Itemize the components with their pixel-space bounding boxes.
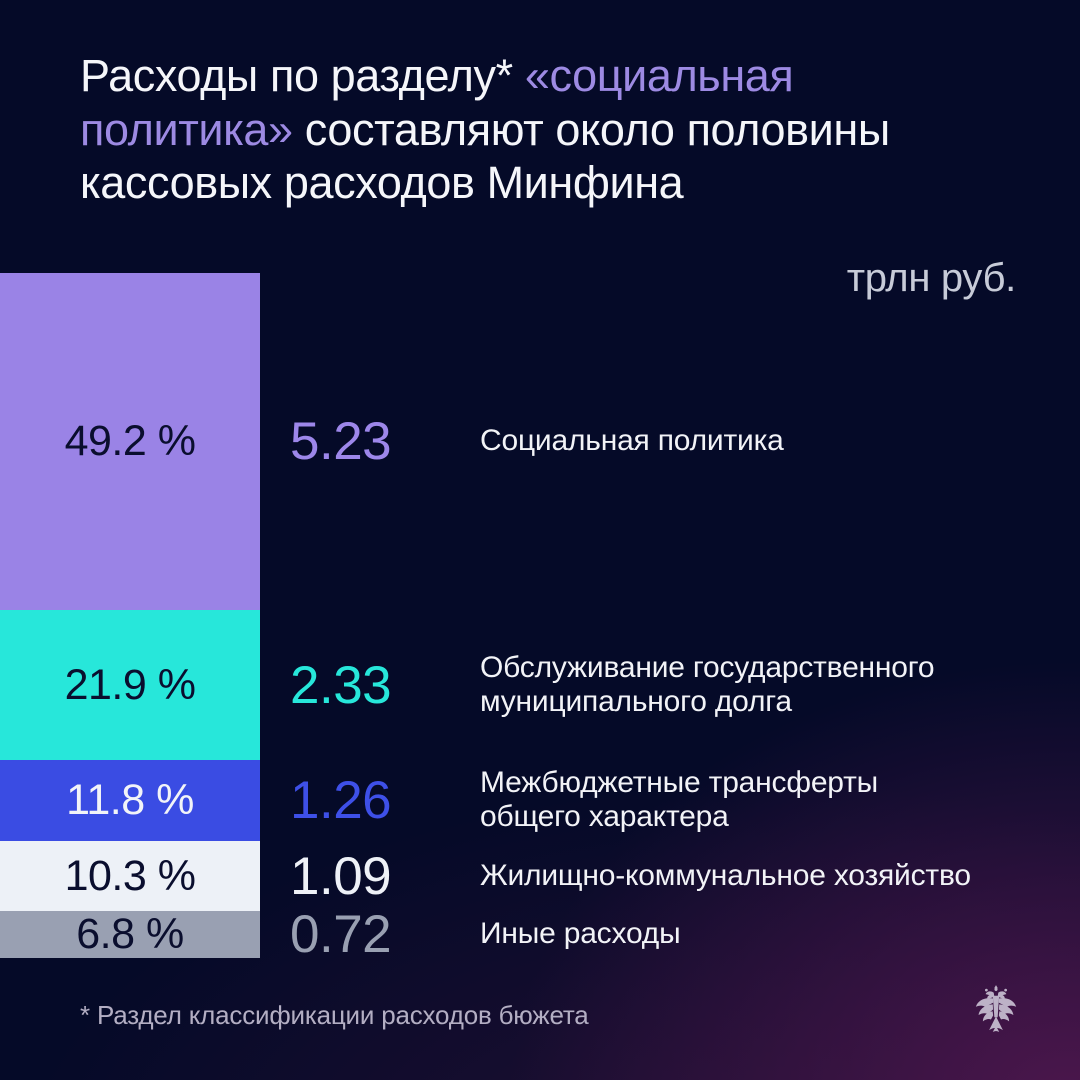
value-label: 2.33 (290, 655, 392, 715)
bar-segment: 11.8 % (0, 760, 260, 841)
category-label: Межбюджетные трансферты общего характера (480, 765, 879, 834)
eagle-tail-icon (989, 1016, 1003, 1031)
title-part1: Расходы по разделу* (80, 50, 525, 101)
percent-label: 11.8 % (66, 775, 194, 824)
bar-segment: 6.8 % (0, 910, 260, 959)
category-label: Обслуживание государственного муниципаль… (480, 650, 935, 719)
chart-row-debt-service: 21.9 % 2.33 Обслуживание государственног… (0, 610, 1080, 761)
value-label: 0.72 (290, 905, 392, 965)
chart-row-other-expenses: 6.8 % 0.72 Иные расходы (0, 905, 1080, 965)
axis-unit-label: трлн руб. (846, 256, 1017, 300)
category-label: Иные расходы (480, 917, 681, 951)
bar-segment: 10.3 % (0, 840, 260, 912)
title-part2: составляют около половины кассовых расхо… (80, 103, 890, 209)
value-label: 1.09 (290, 846, 392, 906)
category-label: Социальная политика (480, 424, 784, 458)
title-accent: «социальная политика» (80, 50, 794, 155)
percent-label: 49.2 % (64, 417, 196, 465)
eagle-right-head-icon (997, 991, 1007, 1000)
bar-segment: 21.9 % (0, 610, 260, 761)
eagle-left-head-icon (985, 991, 995, 1000)
value-label: 1.26 (290, 770, 392, 830)
percent-label: 21.9 % (64, 660, 196, 709)
chart-row-social-policy: 49.2 % 5.23 Социальная политика (0, 273, 1080, 611)
page-title: Расходы по разделу* «социальная политика… (80, 49, 985, 210)
value-label: 5.23 (290, 412, 392, 471)
bar-segment: 49.2 % (0, 273, 260, 611)
chart-row-interbudget-transfers: 11.8 % 1.26 Межбюджетные трансферты обще… (0, 760, 1080, 841)
minfin-eagle-logo (975, 985, 1017, 1032)
percent-label: 6.8 % (76, 910, 184, 959)
eagle-body-icon (992, 995, 1000, 1018)
percent-label: 10.3 % (64, 851, 196, 900)
chart-row-housing-utilities: 10.3 % 1.09 Жилищно-коммунальное хозяйст… (0, 840, 1080, 912)
category-label: Жилищно-коммунальное хозяйство (480, 858, 971, 892)
crown-center-icon (994, 985, 998, 989)
footnote: * Раздел классификации расходов бюжета (80, 1000, 589, 1030)
